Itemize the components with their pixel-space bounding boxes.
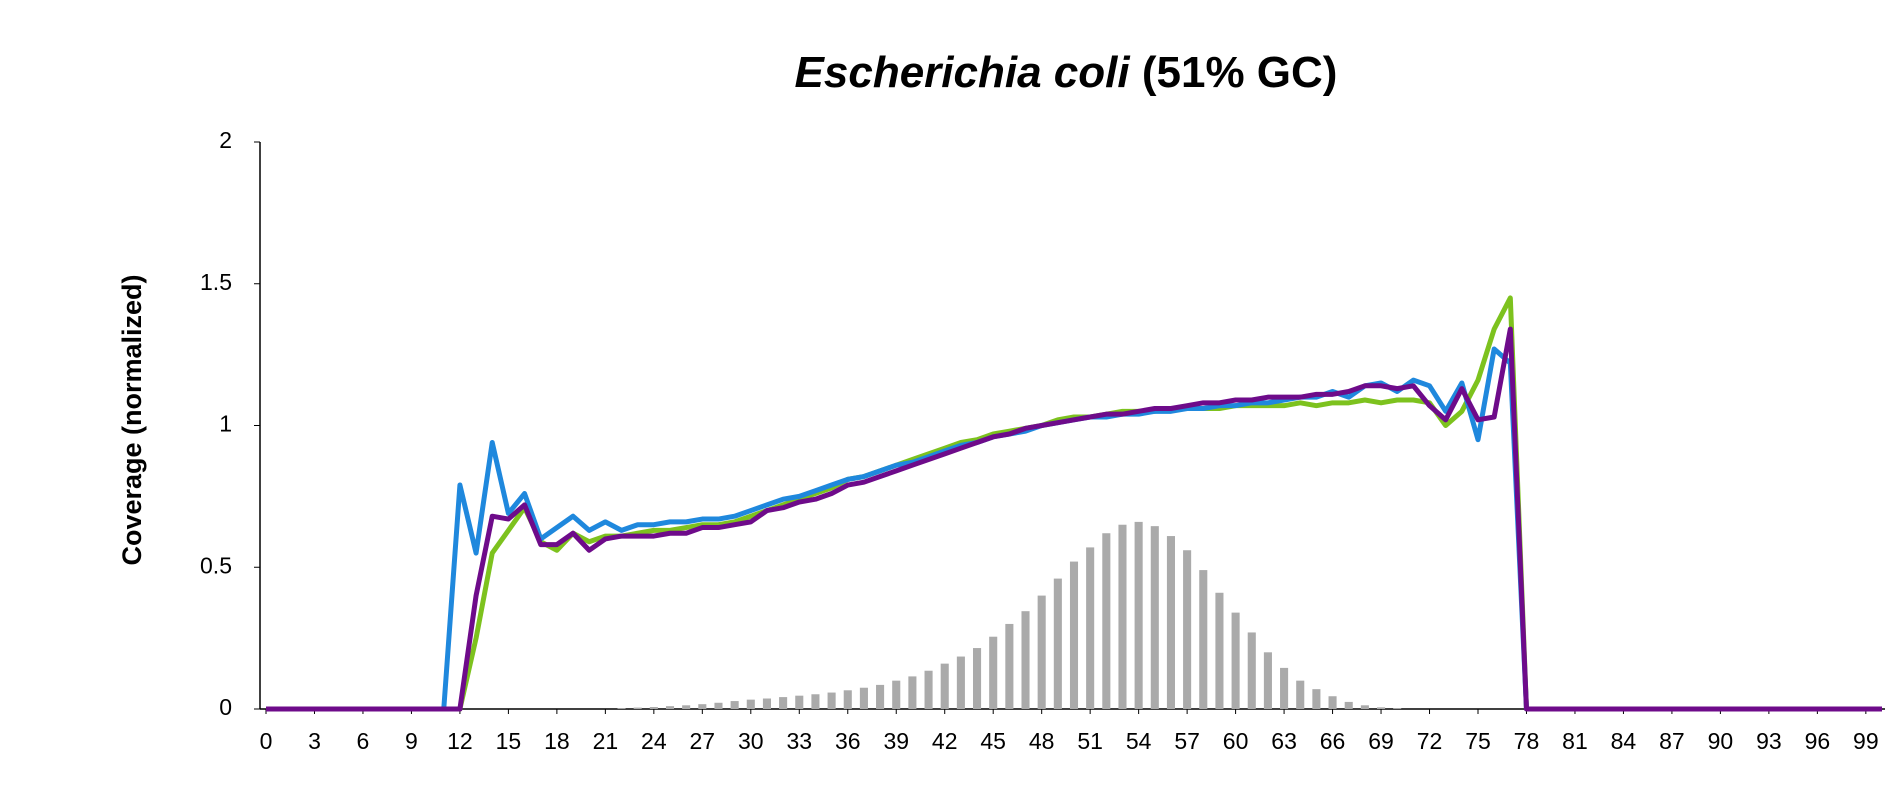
histogram-bar <box>876 684 885 709</box>
x-tick-label: 39 <box>883 728 909 754</box>
histogram-bar <box>1134 521 1143 709</box>
x-tick-label: 36 <box>835 728 861 754</box>
histogram-bar <box>1005 623 1014 709</box>
histogram-bar <box>665 706 675 709</box>
histogram-bar <box>1296 680 1305 709</box>
histogram-bar <box>795 695 804 709</box>
histogram-bar <box>746 699 755 709</box>
histogram-bar <box>1377 707 1386 709</box>
y-tick-label: 1 <box>219 411 232 437</box>
title-italic: Escherichia coli <box>795 48 1131 97</box>
histogram-bar <box>1037 595 1046 709</box>
x-tick-label: 57 <box>1174 728 1200 754</box>
histogram-bar <box>633 707 642 709</box>
histogram-bar <box>1263 652 1272 709</box>
y-tick-label: 0.5 <box>200 552 232 578</box>
x-tick-label: 45 <box>980 728 1006 754</box>
histogram-bar <box>924 670 933 709</box>
x-tick-label: 54 <box>1126 728 1152 754</box>
histogram-bar <box>762 698 771 709</box>
title-rest: (51% GC) <box>1142 48 1338 97</box>
histogram-bar <box>1150 526 1159 709</box>
x-tick-label: 78 <box>1514 728 1540 754</box>
x-tick-label: 96 <box>1805 728 1831 754</box>
x-tick-label: 27 <box>690 728 716 754</box>
histogram-bar <box>1344 701 1353 709</box>
x-tick-label: 72 <box>1417 728 1443 754</box>
histogram-bar <box>1393 708 1402 709</box>
y-axis-label: Coverage (normalized) <box>117 274 147 565</box>
histogram-bar <box>1199 570 1208 709</box>
x-tick-label: 30 <box>738 728 764 754</box>
histogram-bar <box>973 648 982 709</box>
histogram-bar <box>811 694 820 709</box>
x-tick-label: 12 <box>447 728 473 754</box>
histogram-bar <box>1102 533 1111 709</box>
x-tick-label: 69 <box>1368 728 1394 754</box>
x-tick-label: 15 <box>496 728 522 754</box>
x-tick-label: 90 <box>1708 728 1734 754</box>
y-tick-label: 2 <box>219 127 232 153</box>
histogram-bar <box>859 687 868 709</box>
histogram-bar <box>1166 536 1175 709</box>
histogram-bar <box>649 707 658 709</box>
histogram-bar <box>1360 705 1369 709</box>
histogram-bar <box>1231 612 1240 709</box>
histogram-bar <box>843 690 852 709</box>
x-tick-label: 87 <box>1659 728 1685 754</box>
histogram-bar <box>956 656 965 709</box>
histogram-bar <box>1215 592 1224 709</box>
histogram-bar <box>1069 561 1079 709</box>
x-tick-label: 9 <box>405 728 418 754</box>
x-tick-label: 84 <box>1611 728 1637 754</box>
x-tick-label: 66 <box>1320 728 1346 754</box>
histogram-bar <box>1021 611 1030 709</box>
chart-title: Escherichia coli (51% GC) <box>795 48 1338 97</box>
histogram-bar <box>892 680 901 709</box>
histogram-bar <box>827 692 836 709</box>
histogram-bar <box>1280 667 1289 709</box>
coverage-line <box>266 326 1882 712</box>
histogram-bar <box>730 701 739 709</box>
y-tick-label: 1.5 <box>200 269 232 295</box>
x-tick-label: 81 <box>1562 728 1588 754</box>
x-tick-label: 93 <box>1756 728 1782 754</box>
histogram-bar <box>682 705 691 709</box>
histogram-bar <box>1247 632 1256 709</box>
x-tick-label: 0 <box>260 728 273 754</box>
histogram-bar <box>1328 696 1337 709</box>
histogram-bar <box>1086 547 1095 709</box>
x-tick-label: 99 <box>1853 728 1879 754</box>
histogram-bar <box>1053 578 1062 709</box>
histogram-bar <box>1183 550 1192 709</box>
y-tick-label: 0 <box>219 694 232 720</box>
x-tick-label: 18 <box>544 728 570 754</box>
x-tick-label: 60 <box>1223 728 1249 754</box>
histogram-bar <box>908 676 917 709</box>
x-tick-label: 75 <box>1465 728 1491 754</box>
x-tick-label: 42 <box>932 728 958 754</box>
x-tick-label: 48 <box>1029 728 1055 754</box>
x-tick-label: 63 <box>1271 728 1297 754</box>
histogram-bar <box>989 636 998 709</box>
histogram-bar <box>1312 689 1321 709</box>
histogram-bar <box>1118 524 1127 709</box>
histogram-bar <box>779 697 788 709</box>
histogram-bar <box>698 704 707 709</box>
x-tick-label: 6 <box>357 728 370 754</box>
histogram-bar <box>714 702 723 709</box>
histogram-bar <box>940 663 949 709</box>
x-tick-label: 24 <box>641 728 667 754</box>
histogram-bar <box>617 708 626 709</box>
x-tick-label: 3 <box>308 728 321 754</box>
x-tick-label: 33 <box>786 728 812 754</box>
x-tick-label: 21 <box>593 728 619 754</box>
x-tick-label: 51 <box>1077 728 1103 754</box>
